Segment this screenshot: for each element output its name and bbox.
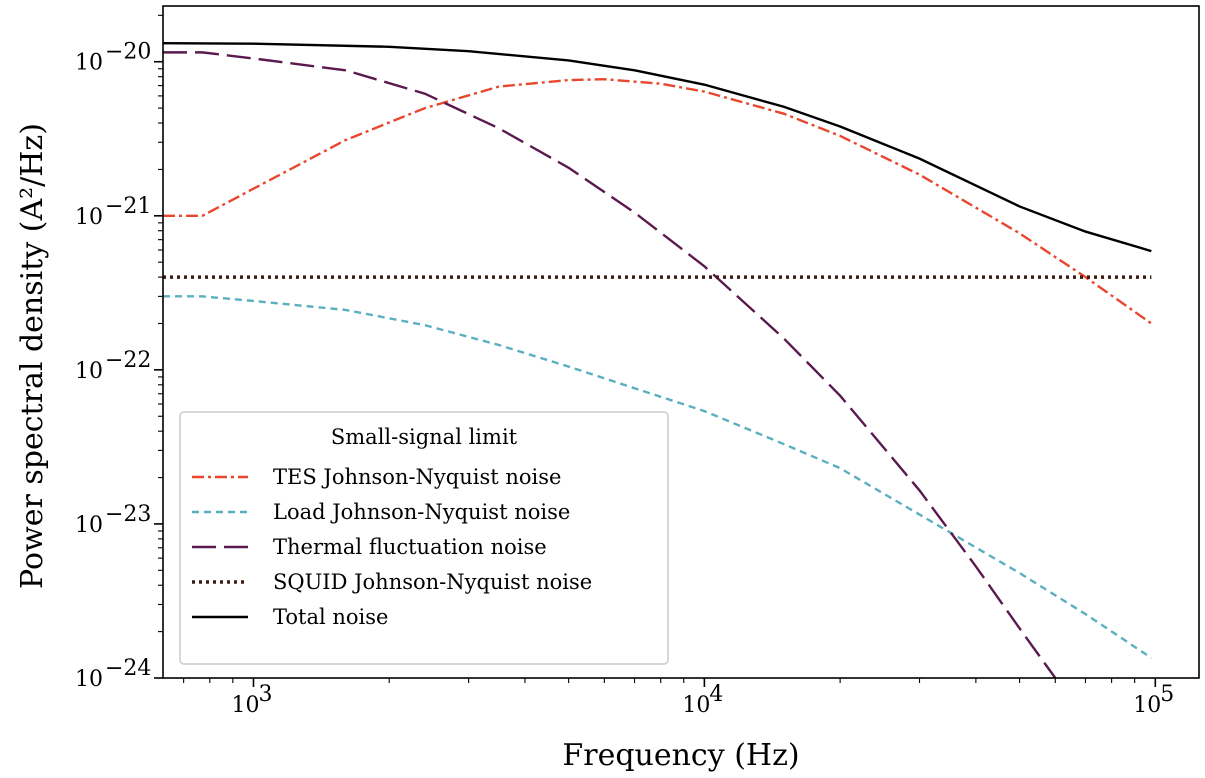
legend-label-4: Total noise <box>273 605 388 629</box>
plot-area <box>163 41 1153 678</box>
series-line-4 <box>163 41 1152 253</box>
y-tick-exponent: −21 <box>105 194 151 219</box>
legend-label-2: Thermal fluctuation noise <box>273 535 547 559</box>
y-tick-label: 10 <box>75 51 103 76</box>
x-tick-exponent: 3 <box>258 682 272 707</box>
legend-label-1: Load Johnson-Nyquist noise <box>273 500 570 524</box>
y-tick-exponent: −23 <box>105 502 151 527</box>
legend: Small-signal limit TES Johnson-Nyquist no… <box>179 411 669 665</box>
y-axis-title: Power spectral density (A²/Hz) <box>15 123 50 589</box>
x-axis-title: Frequency (Hz) <box>562 738 799 773</box>
legend-title: Small-signal limit <box>331 425 518 449</box>
series-line-2 <box>163 51 1057 678</box>
x-tick-exponent: 5 <box>1160 682 1174 707</box>
y-tick-label: 10 <box>75 513 103 538</box>
y-tick-exponent: −22 <box>105 348 151 373</box>
y-tick-exponent: −20 <box>105 40 151 65</box>
legend-label-0: TES Johnson-Nyquist noise <box>273 465 561 489</box>
x-tick-label: 10 <box>1133 693 1161 718</box>
y-tick-label: 10 <box>75 205 103 230</box>
y-tick-exponent: −24 <box>105 656 151 681</box>
x-tick-label: 10 <box>231 693 259 718</box>
y-tick-label: 10 <box>75 359 103 384</box>
legend-label-3: SQUID Johnson-Nyquist noise <box>273 570 592 594</box>
series-line-1 <box>163 295 1153 659</box>
legend-box <box>179 411 669 665</box>
x-tick-label: 10 <box>682 693 710 718</box>
x-tick-exponent: 4 <box>709 682 723 707</box>
y-tick-label: 10 <box>75 667 103 692</box>
axes-frame <box>162 5 1200 679</box>
series-line-0 <box>163 78 1153 325</box>
